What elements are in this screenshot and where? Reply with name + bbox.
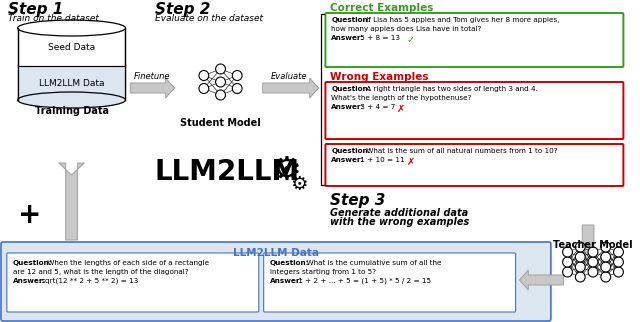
Text: Answer:: Answer:	[332, 157, 365, 163]
Text: integers starting from 1 to 5?: integers starting from 1 to 5?	[269, 269, 376, 275]
Text: Step 2: Step 2	[155, 2, 211, 17]
Circle shape	[588, 247, 598, 257]
Circle shape	[601, 272, 611, 282]
Text: ⚙⁠⁠: ⚙⁠⁠	[273, 154, 302, 186]
Text: When the lengths of each side of a rectangle: When the lengths of each side of a recta…	[45, 260, 209, 266]
Polygon shape	[18, 28, 125, 100]
Circle shape	[614, 247, 623, 257]
Text: Step 1: Step 1	[8, 2, 63, 17]
Polygon shape	[520, 270, 564, 290]
Circle shape	[575, 272, 585, 282]
Text: What is the cumulative sum of all the: What is the cumulative sum of all the	[302, 260, 442, 266]
Text: What is the sum of all natural numbers from 1 to 10?: What is the sum of all natural numbers f…	[364, 148, 557, 154]
Text: Question:: Question:	[13, 260, 52, 266]
Text: ⚙: ⚙	[290, 175, 308, 194]
Text: Generate additional data: Generate additional data	[330, 208, 468, 218]
Ellipse shape	[18, 92, 125, 108]
Ellipse shape	[18, 20, 125, 36]
Text: If Lisa has 5 apples and Tom gives her 8 more apples,: If Lisa has 5 apples and Tom gives her 8…	[364, 17, 559, 23]
FancyBboxPatch shape	[325, 82, 623, 139]
Polygon shape	[131, 78, 175, 98]
Text: 1 + 2 + ... + 5 = (1 + 5) * 5 / 2 = 15: 1 + 2 + ... + 5 = (1 + 5) * 5 / 2 = 15	[296, 278, 431, 285]
Circle shape	[614, 267, 623, 277]
FancyBboxPatch shape	[325, 13, 623, 67]
Circle shape	[588, 267, 598, 277]
Text: Question:: Question:	[269, 260, 309, 266]
Text: A right triangle has two sides of length 3 and 4.: A right triangle has two sides of length…	[364, 86, 538, 92]
FancyBboxPatch shape	[264, 253, 516, 312]
Circle shape	[232, 83, 242, 93]
Circle shape	[199, 83, 209, 93]
Text: ✗: ✗	[407, 157, 415, 167]
Circle shape	[601, 252, 611, 262]
Text: Correct Examples: Correct Examples	[330, 3, 434, 13]
Polygon shape	[262, 78, 319, 98]
Text: What's the length of the hypothenuse?: What's the length of the hypothenuse?	[332, 95, 472, 101]
Polygon shape	[18, 66, 125, 100]
Text: ✗: ✗	[397, 104, 405, 114]
Text: Evaluate on the dataset: Evaluate on the dataset	[155, 14, 263, 23]
Circle shape	[232, 71, 242, 80]
Text: 1 + 10 = 11: 1 + 10 = 11	[358, 157, 406, 163]
Text: Student Model: Student Model	[180, 118, 261, 128]
Text: Wrong Examples: Wrong Examples	[330, 72, 429, 82]
Text: ✓: ✓	[407, 35, 415, 45]
Polygon shape	[575, 225, 601, 272]
Text: Finetune: Finetune	[134, 72, 170, 81]
Text: LLM2LLM Data: LLM2LLM Data	[233, 248, 319, 258]
Text: Seed Data: Seed Data	[48, 43, 95, 52]
Polygon shape	[59, 163, 84, 240]
Circle shape	[563, 247, 572, 257]
FancyBboxPatch shape	[1, 242, 551, 321]
Circle shape	[575, 242, 585, 252]
Circle shape	[216, 90, 225, 100]
Text: 3 + 4 = 7: 3 + 4 = 7	[358, 104, 397, 110]
Text: with the wrong examples: with the wrong examples	[330, 217, 470, 227]
Text: Question:: Question:	[332, 86, 371, 92]
Text: Question:: Question:	[332, 17, 371, 23]
Text: are 12 and 5, what is the length of the diagonal?: are 12 and 5, what is the length of the …	[13, 269, 188, 275]
Text: Answer:: Answer:	[332, 35, 365, 41]
Text: +: +	[18, 201, 41, 229]
Text: Train on the dataset: Train on the dataset	[8, 14, 99, 23]
Circle shape	[563, 267, 572, 277]
Text: Answer:: Answer:	[332, 104, 365, 110]
FancyBboxPatch shape	[325, 144, 623, 186]
Circle shape	[601, 262, 611, 272]
FancyBboxPatch shape	[7, 253, 259, 312]
Text: Step 3: Step 3	[330, 193, 386, 208]
Text: Answer:: Answer:	[13, 278, 46, 284]
Circle shape	[601, 242, 611, 252]
Text: Answer:: Answer:	[269, 278, 303, 284]
Text: Teacher Model: Teacher Model	[553, 240, 633, 250]
Circle shape	[588, 257, 598, 267]
Circle shape	[563, 257, 572, 267]
Circle shape	[216, 77, 225, 87]
Text: Training Data: Training Data	[35, 106, 109, 116]
Text: sqrt(12 ** 2 + 5 ** 2) = 13: sqrt(12 ** 2 + 5 ** 2) = 13	[39, 278, 138, 285]
Circle shape	[575, 262, 585, 272]
Circle shape	[216, 64, 225, 74]
Circle shape	[614, 257, 623, 267]
Circle shape	[575, 252, 585, 262]
Text: Evaluate: Evaluate	[271, 72, 307, 81]
Text: Question:: Question:	[332, 148, 371, 154]
Text: LLM2LLM Data: LLM2LLM Data	[39, 79, 104, 88]
Text: LLM2LLM: LLM2LLM	[155, 158, 300, 186]
Circle shape	[199, 71, 209, 80]
Text: 5 + 8 = 13: 5 + 8 = 13	[358, 35, 402, 41]
Text: how many apples does Lisa have in total?: how many apples does Lisa have in total?	[332, 26, 482, 32]
